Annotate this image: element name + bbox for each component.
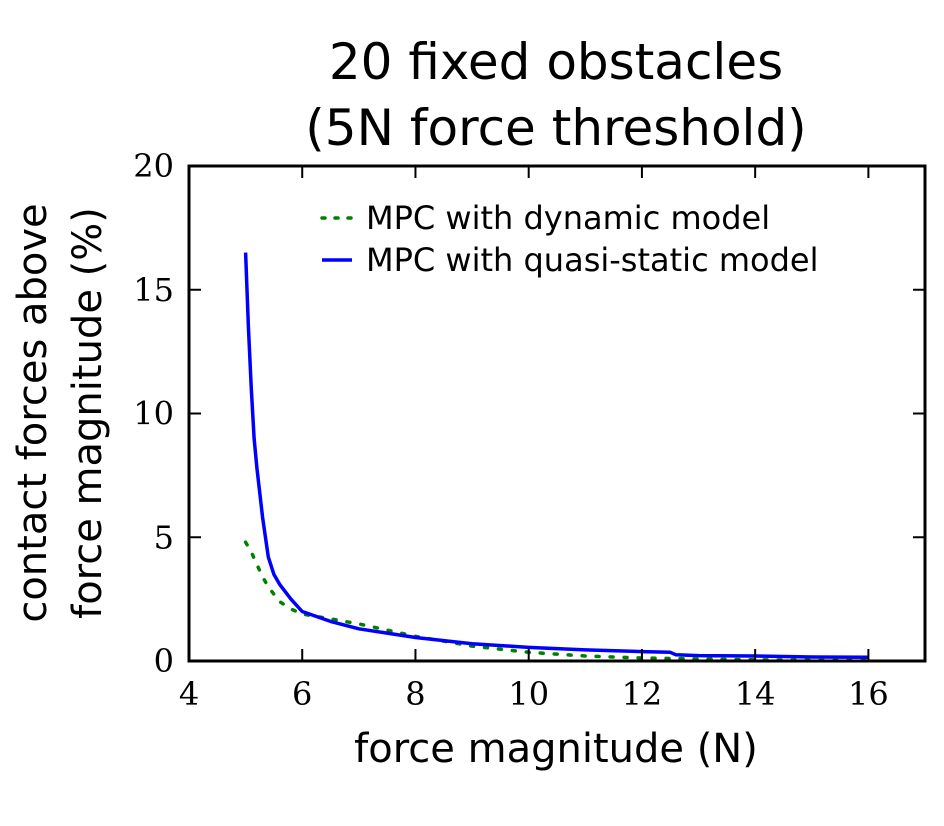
legend-label-1: MPC with dynamic model: [366, 199, 770, 237]
y-axis-label-line-1: contact forces above: [10, 203, 56, 622]
series-line-1: [243, 540, 871, 663]
x-axis-label: force magnitude (N): [354, 726, 758, 772]
y-axis-label-line-2: force magnitude (%): [65, 207, 111, 619]
chart-title-line-1: 20 fixed obstacles: [329, 33, 783, 91]
y-tick-label: 0: [154, 642, 174, 680]
chart-title-line-2: (5N force threshold): [305, 99, 806, 157]
y-tick-label: 10: [133, 395, 174, 433]
x-tick-label: 10: [508, 675, 549, 713]
x-tick-label: 16: [848, 675, 889, 713]
y-tick-label: 5: [154, 518, 174, 556]
y-axis: 0 5 10 15 20: [133, 147, 925, 680]
x-tick-label: 4: [179, 675, 199, 713]
y-tick-label: 15: [133, 271, 174, 309]
plot-area: [243, 252, 871, 663]
x-tick-label: 8: [405, 675, 425, 713]
x-axis: 4 6 8 10 12 14 16: [179, 166, 889, 713]
y-tick-label: 20: [133, 147, 174, 185]
series-line-2: [243, 252, 869, 660]
legend: MPC with dynamic model MPC with quasi-sta…: [320, 199, 818, 279]
x-tick-label: 14: [735, 675, 776, 713]
x-tick-label: 6: [292, 675, 312, 713]
x-tick-label: 12: [622, 675, 663, 713]
legend-label-2: MPC with quasi-static model: [366, 241, 818, 279]
